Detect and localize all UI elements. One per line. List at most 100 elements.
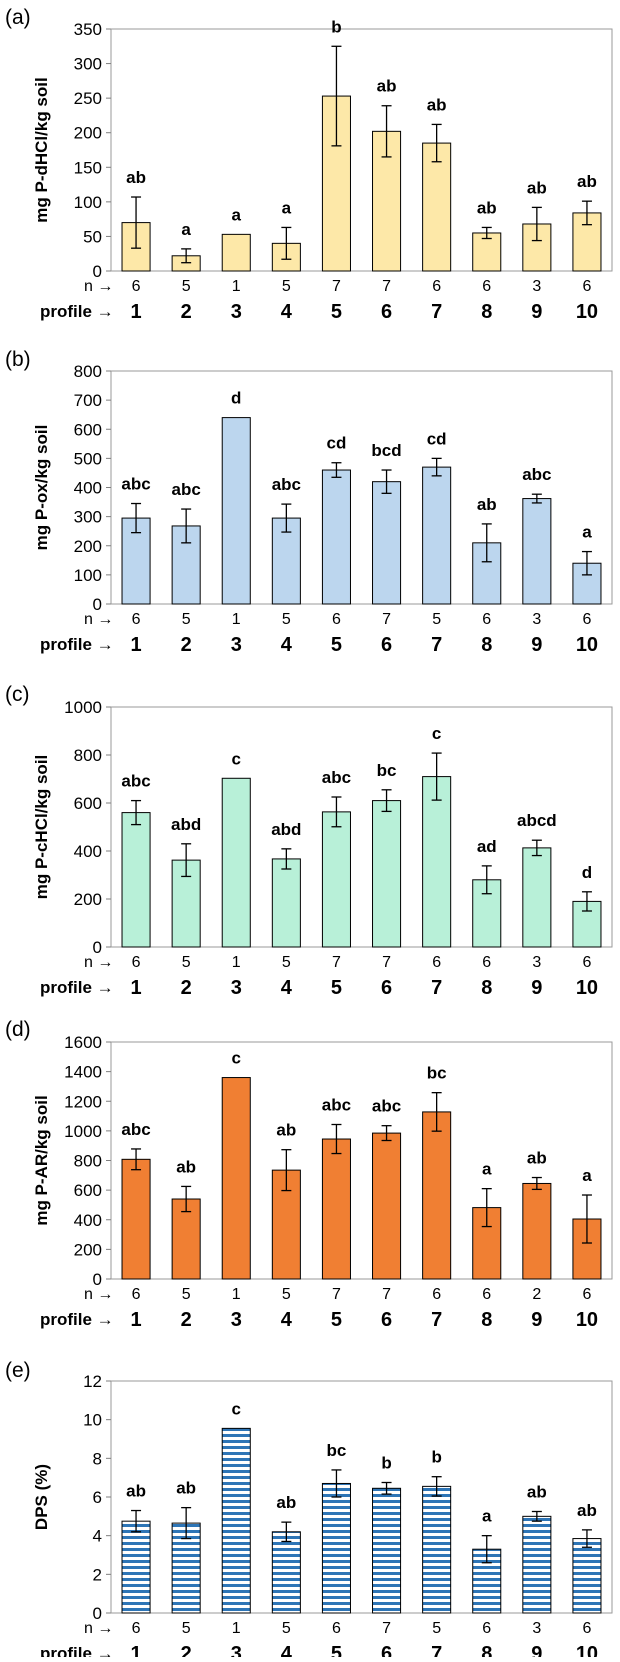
profile-label: 7: [431, 977, 442, 999]
n-value: 7: [382, 611, 391, 628]
n-row-label: n →: [84, 1620, 113, 1637]
profile-label: 3: [231, 301, 242, 323]
significance-letter: ab: [577, 172, 597, 191]
profile-label: 6: [381, 301, 392, 323]
n-value: 5: [282, 1286, 291, 1303]
y-tick-label: 1000: [64, 1122, 102, 1141]
significance-letter: a: [582, 1166, 592, 1185]
significance-letter: abd: [171, 815, 201, 834]
profile-label: 9: [531, 1309, 542, 1331]
significance-letter: abc: [322, 1096, 351, 1115]
significance-letter: bc: [427, 1064, 447, 1083]
n-value: 7: [332, 278, 341, 295]
y-tick-label: 200: [74, 1240, 102, 1259]
profile-label: 1: [130, 1643, 141, 1657]
profile-label: 8: [481, 301, 492, 323]
y-tick-label: 800: [74, 746, 102, 765]
y-tick-label: 200: [74, 890, 102, 909]
profile-row-label: profile →: [40, 1310, 114, 1329]
y-tick-label: 800: [74, 1152, 102, 1171]
n-value: 6: [132, 1620, 141, 1637]
n-value: 6: [132, 278, 141, 295]
y-tick-label: 6: [93, 1488, 102, 1507]
profile-label: 6: [381, 1643, 392, 1657]
plot-frame: [110, 28, 613, 272]
n-value: 7: [382, 954, 391, 971]
significance-letter: a: [482, 1507, 492, 1526]
profile-label: 10: [576, 634, 598, 656]
profile-label: 8: [481, 1643, 492, 1657]
profile-label: 4: [281, 301, 293, 323]
y-tick-label: 200: [74, 124, 102, 143]
bar: [422, 466, 452, 605]
bar: [572, 1538, 602, 1614]
n-value: 5: [182, 1286, 191, 1303]
significance-letter: c: [232, 1399, 241, 1418]
y-tick-label: 100: [74, 193, 102, 212]
n-value: 3: [532, 611, 541, 628]
n-value: 3: [532, 954, 541, 971]
n-row-label: n →: [84, 954, 113, 971]
n-value: 7: [382, 1286, 391, 1303]
significance-letter: cd: [327, 434, 347, 453]
y-tick-label: 50: [83, 227, 102, 246]
profile-label: 2: [181, 301, 192, 323]
bar: [121, 812, 151, 948]
y-tick-label: 600: [74, 420, 102, 439]
n-value: 5: [282, 1620, 291, 1637]
y-tick-label: 2: [93, 1565, 102, 1584]
significance-letter: c: [232, 1049, 241, 1068]
significance-letter: abc: [372, 1097, 401, 1116]
profile-label: 9: [531, 634, 542, 656]
bar: [221, 417, 251, 605]
significance-letter: ab: [126, 168, 146, 187]
significance-letter: ab: [276, 1493, 296, 1512]
bar: [121, 1158, 151, 1280]
n-value: 1: [232, 954, 241, 971]
y-tick-label: 0: [93, 1604, 102, 1623]
significance-letter: ab: [176, 1479, 196, 1498]
bar: [522, 847, 552, 948]
n-value: 6: [482, 611, 491, 628]
significance-letter: d: [582, 863, 592, 882]
bar: [422, 1485, 452, 1614]
n-value: 6: [432, 1286, 441, 1303]
n-row-label: n →: [84, 1286, 113, 1303]
significance-letter: ab: [377, 77, 397, 96]
bar: [121, 1520, 151, 1614]
profile-label: 2: [181, 1309, 192, 1331]
profile-label: 2: [181, 977, 192, 999]
n-value: 6: [482, 1286, 491, 1303]
significance-letter: bc: [327, 1441, 347, 1460]
profile-label: 8: [481, 977, 492, 999]
n-value: 1: [232, 611, 241, 628]
y-tick-label: 300: [74, 55, 102, 74]
y-axis-label: DPS (%): [32, 1464, 51, 1530]
profile-label: 4: [281, 634, 293, 656]
n-value: 5: [182, 1620, 191, 1637]
profile-label: 4: [281, 977, 293, 999]
bar: [372, 481, 402, 605]
bar: [372, 1132, 402, 1280]
bar: [221, 1427, 251, 1614]
significance-letter: ab: [176, 1157, 196, 1176]
profile-label: 10: [576, 301, 598, 323]
n-value: 7: [332, 1286, 341, 1303]
bar: [221, 1077, 251, 1280]
panel-label: (d): [5, 1018, 31, 1041]
bar: [422, 142, 452, 272]
profile-label: 1: [130, 1309, 141, 1331]
n-value: 7: [382, 278, 391, 295]
profile-label: 2: [181, 1643, 192, 1657]
profile-row-label: profile →: [40, 978, 114, 997]
n-value: 1: [232, 278, 241, 295]
y-tick-label: 8: [93, 1449, 102, 1468]
profile-label: 6: [381, 977, 392, 999]
y-tick-label: 400: [74, 1211, 102, 1230]
bar: [221, 777, 251, 948]
significance-letter: a: [482, 1160, 492, 1179]
bar: [522, 1515, 552, 1614]
significance-letter: d: [231, 389, 241, 408]
profile-label: 1: [130, 977, 141, 999]
bar: [422, 776, 452, 948]
